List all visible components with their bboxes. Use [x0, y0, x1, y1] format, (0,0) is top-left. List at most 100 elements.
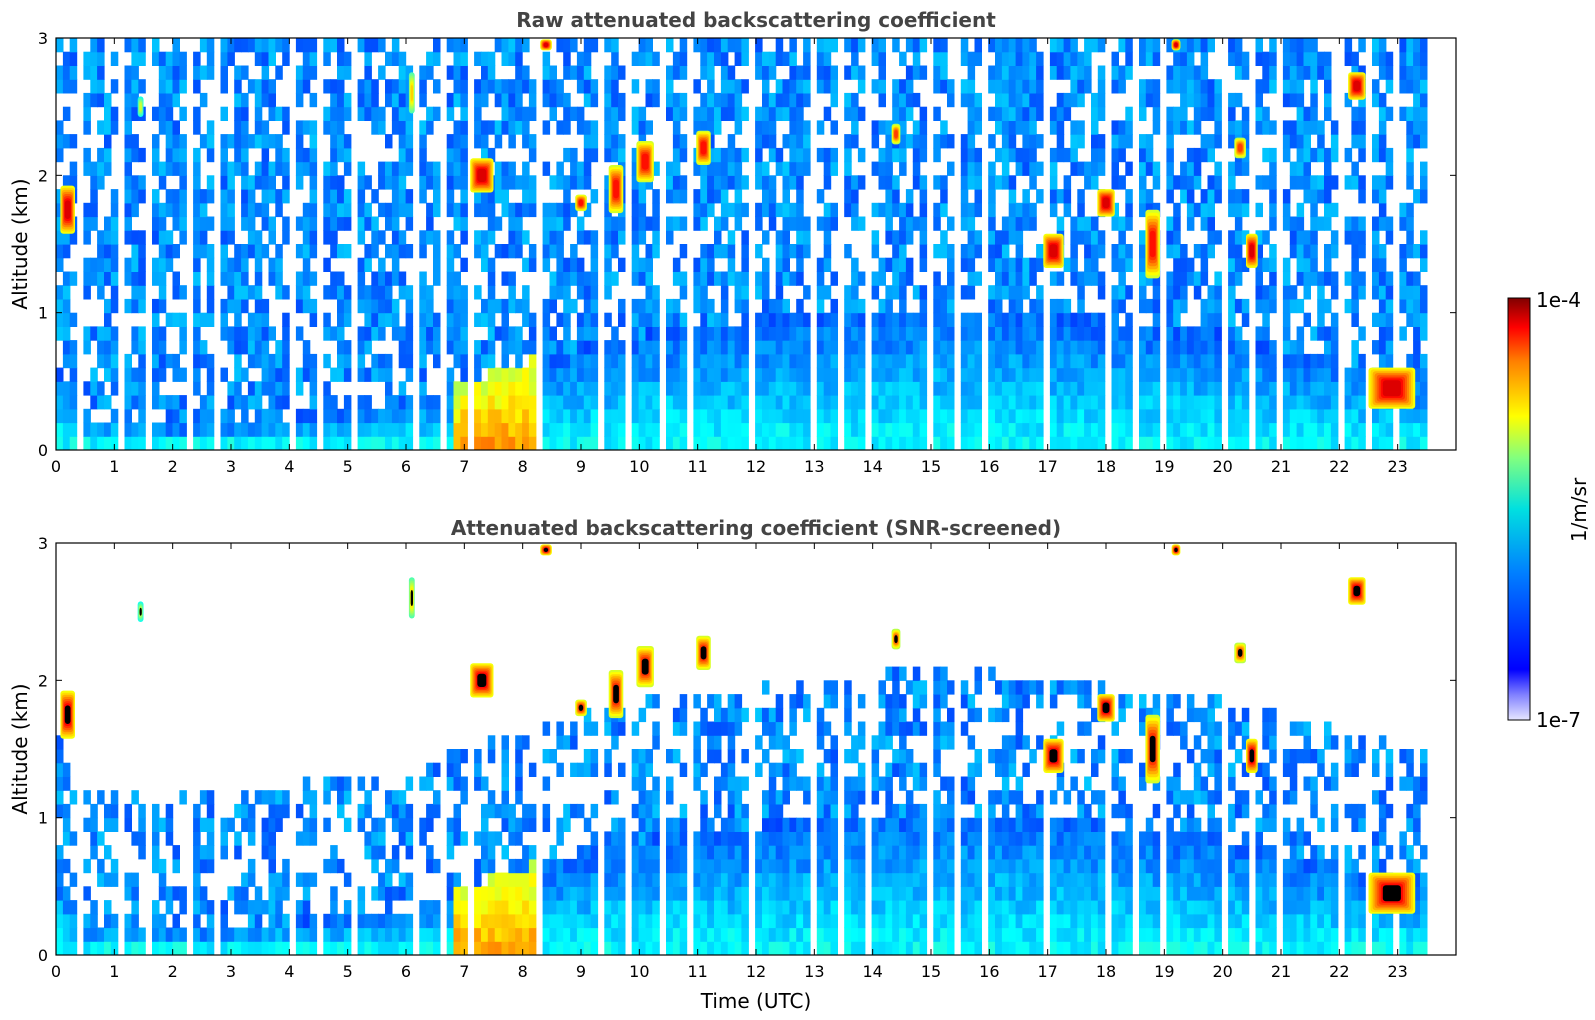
heatmap-cell	[871, 285, 880, 300]
heatmap-cell	[172, 51, 180, 66]
heatmap-cell	[398, 271, 407, 286]
heatmap-cell	[693, 326, 701, 341]
heatmap-cell	[960, 216, 969, 231]
heatmap-cell	[631, 886, 640, 901]
heatmap-cell	[460, 92, 468, 108]
heatmap-cell	[563, 216, 571, 231]
heatmap-cell	[1139, 79, 1147, 94]
heatmap-cell	[1186, 120, 1195, 135]
heatmap-cell	[823, 202, 832, 218]
heatmap-cell	[302, 38, 311, 53]
heatmap-cell	[474, 230, 482, 245]
heatmap-cell	[309, 913, 318, 929]
heatmap-cell	[364, 285, 372, 300]
heatmap-cell	[714, 395, 722, 410]
heatmap-cell	[1145, 436, 1154, 450]
heatmap-cell	[940, 395, 948, 410]
heatmap-cell	[755, 244, 763, 259]
heatmap-cell	[1111, 298, 1119, 314]
heatmap-cell	[165, 353, 174, 369]
heatmap-cell	[90, 257, 98, 272]
heatmap-cell	[433, 941, 441, 955]
heatmap-cell	[343, 872, 352, 887]
heatmap-cell	[1351, 340, 1359, 355]
heatmap-cell	[1022, 257, 1030, 272]
heatmap-cell	[775, 367, 784, 382]
heatmap-cell	[775, 408, 784, 424]
heatmap-cell	[309, 872, 318, 887]
heatmap-cell	[261, 189, 270, 204]
heatmap-cell	[720, 298, 729, 314]
heatmap-cell	[631, 79, 640, 94]
heatmap-cell	[768, 51, 777, 66]
heatmap-cell	[947, 271, 955, 286]
heatmap-cell	[693, 872, 701, 887]
heatmap-cell	[385, 436, 393, 450]
heatmap-cell	[1193, 340, 1202, 355]
heatmap-cell	[179, 408, 187, 424]
heatmap-cell	[1406, 408, 1414, 424]
heatmap-cell	[768, 776, 777, 791]
heatmap-cell	[830, 353, 838, 369]
heatmap-cell	[775, 790, 784, 805]
heatmap-cell	[343, 776, 352, 791]
heatmap-cell	[590, 900, 599, 915]
heatmap-cell	[542, 65, 551, 80]
heatmap-cell	[789, 79, 797, 94]
heatmap-cell	[631, 941, 640, 955]
heatmap-cell	[474, 749, 482, 764]
heatmap-cell	[1228, 230, 1236, 245]
heatmap-cell	[515, 367, 523, 382]
heatmap-cell	[487, 340, 496, 355]
heatmap-cell	[83, 913, 91, 929]
heatmap-cell	[727, 65, 736, 80]
heatmap-cell	[1152, 92, 1161, 108]
heatmap-cell	[385, 161, 393, 176]
heatmap-cell	[1310, 422, 1318, 437]
heatmap-cell	[391, 175, 400, 190]
heatmap-cell	[604, 38, 612, 53]
heatmap-cell	[796, 147, 804, 163]
heatmap-cell	[672, 381, 681, 396]
heatmap-cell	[261, 298, 270, 314]
heatmap-cell	[302, 408, 311, 424]
heatmap-cell	[152, 312, 160, 327]
heatmap-cell	[481, 831, 489, 846]
heatmap-cell	[885, 408, 893, 424]
heatmap-cell	[1022, 51, 1030, 66]
heatmap-cell	[590, 271, 599, 286]
heatmap-cell	[1303, 436, 1311, 450]
heatmap-cell	[1269, 353, 1277, 369]
heatmap-cell	[762, 927, 770, 942]
heatmap-cell	[1166, 298, 1174, 314]
heatmap-cell	[741, 927, 749, 942]
heatmap-cell	[707, 202, 715, 218]
heatmap-cell	[618, 872, 626, 887]
heatmap-cell	[1180, 244, 1188, 259]
heatmap-cell	[1289, 65, 1298, 80]
heatmap-cell	[631, 803, 640, 819]
heatmap-cell	[1008, 202, 1017, 218]
heatmap-cell	[453, 312, 461, 327]
heatmap-cell	[343, 65, 352, 80]
heatmap-cell	[583, 65, 592, 80]
heatmap-cell	[371, 927, 379, 942]
heatmap-cell	[1139, 340, 1147, 355]
heatmap-cell	[275, 202, 283, 218]
heatmap-cell	[803, 79, 811, 94]
heatmap-cell	[933, 298, 941, 314]
heatmap-cell	[734, 79, 743, 94]
heatmap-cell	[844, 175, 852, 190]
heatmap-cell	[474, 120, 482, 135]
heatmap-cell	[672, 886, 681, 901]
heatmap-cell	[1084, 408, 1092, 424]
heatmap-cell	[707, 395, 715, 410]
heatmap-cell	[90, 202, 98, 218]
heatmap-cell	[474, 367, 482, 382]
heatmap-cell	[268, 271, 276, 286]
heatmap-cell	[638, 298, 647, 314]
heatmap-cell	[1118, 340, 1126, 355]
heatmap-cell	[570, 106, 578, 121]
heatmap-cell	[693, 79, 701, 94]
heatmap-cell	[528, 422, 537, 437]
